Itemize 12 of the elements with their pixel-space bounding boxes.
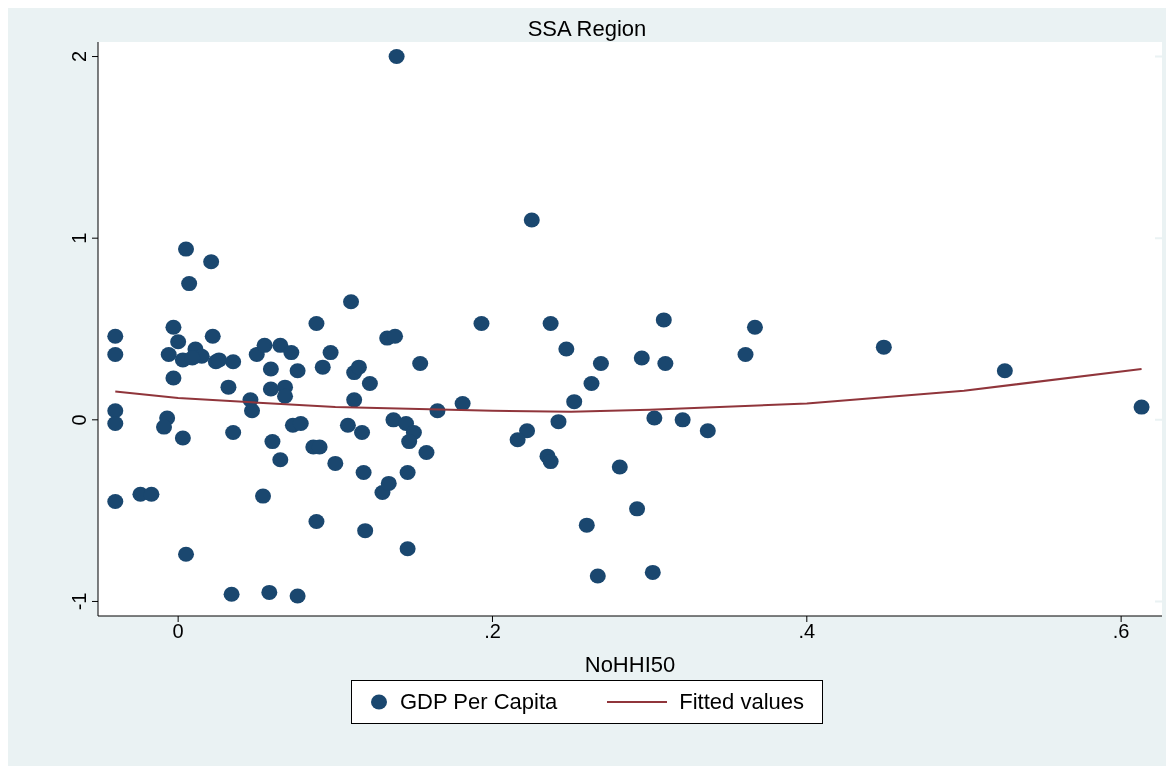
x-tick-label: 0 (172, 620, 184, 643)
y-tick-label: 0 (68, 414, 90, 426)
y-tick-label: -1 (68, 592, 90, 611)
x-tick-label: .2 (484, 620, 501, 643)
chart-title: SSA Region (526, 15, 648, 42)
legend-label: GDP Per Capita (399, 689, 558, 715)
x-axis-title: NoHHI50 (584, 652, 676, 677)
y-tick-label: 1 (68, 232, 90, 244)
y-tick-label: 2 (68, 50, 90, 63)
x-tick-label: .4 (798, 620, 816, 643)
legend-label: Fitted values (679, 689, 805, 715)
x-tick-label: .6 (1112, 620, 1130, 643)
